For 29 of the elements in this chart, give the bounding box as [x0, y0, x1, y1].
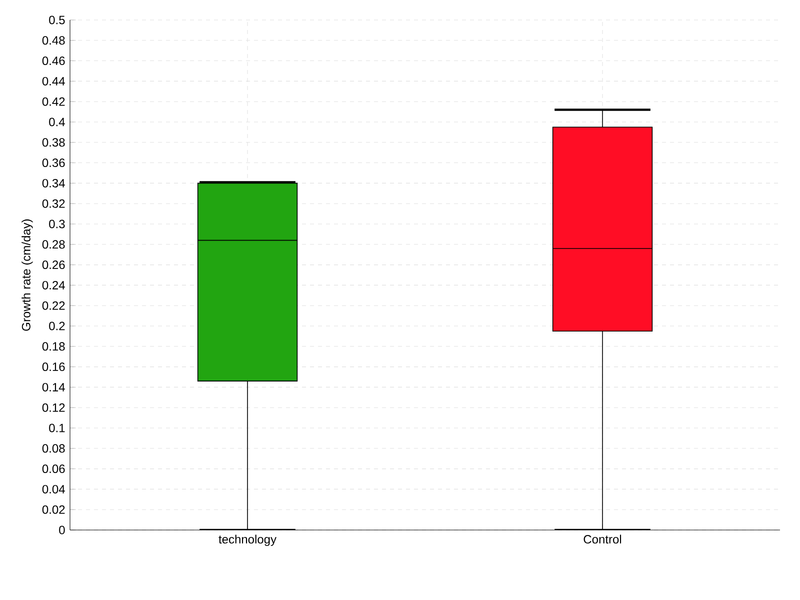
y-tick-label: 0.48: [42, 36, 65, 45]
y-tick-label: 0.04: [42, 484, 65, 494]
y-tick-label: 0.5: [49, 16, 65, 24]
y-tick-label: 0.34: [42, 178, 65, 188]
x-tick-label: Control: [584, 534, 622, 544]
y-axis-title: Growth rate (cm/day): [22, 219, 33, 331]
y-tick-label: 0.2: [49, 322, 65, 330]
y-tick-label: 0.12: [42, 403, 65, 412]
y-tick-label: 0.38: [42, 138, 65, 147]
y-tick-label: 0.08: [42, 444, 65, 453]
y-tick-label: 0.3: [49, 220, 65, 228]
y-tick-label: 0.32: [42, 199, 65, 208]
y-tick-label: 0.46: [42, 56, 65, 66]
y-tick-label: 0.26: [42, 260, 65, 270]
y-tick-label: 0.28: [42, 240, 65, 249]
y-tick-label: 0.1: [49, 424, 65, 432]
y-tick-label: 0.24: [42, 280, 65, 290]
y-tick-label: 0.06: [42, 464, 65, 474]
y-tick-label: 0.16: [42, 362, 65, 372]
y-tick-label: 0.36: [42, 158, 65, 168]
y-tick-label: 0.18: [42, 342, 65, 351]
y-tick-label: 0.22: [42, 301, 65, 310]
y-tick-label: 0.02: [42, 505, 65, 514]
y-tick-label: 0.14: [42, 382, 65, 392]
y-tick-label: 0.4: [49, 118, 65, 126]
y-tick-label: 0.44: [42, 76, 65, 86]
x-tick-label: technology: [218, 534, 276, 546]
y-tick-label: 0: [59, 526, 65, 534]
y-tick-label: 0.42: [42, 97, 65, 106]
